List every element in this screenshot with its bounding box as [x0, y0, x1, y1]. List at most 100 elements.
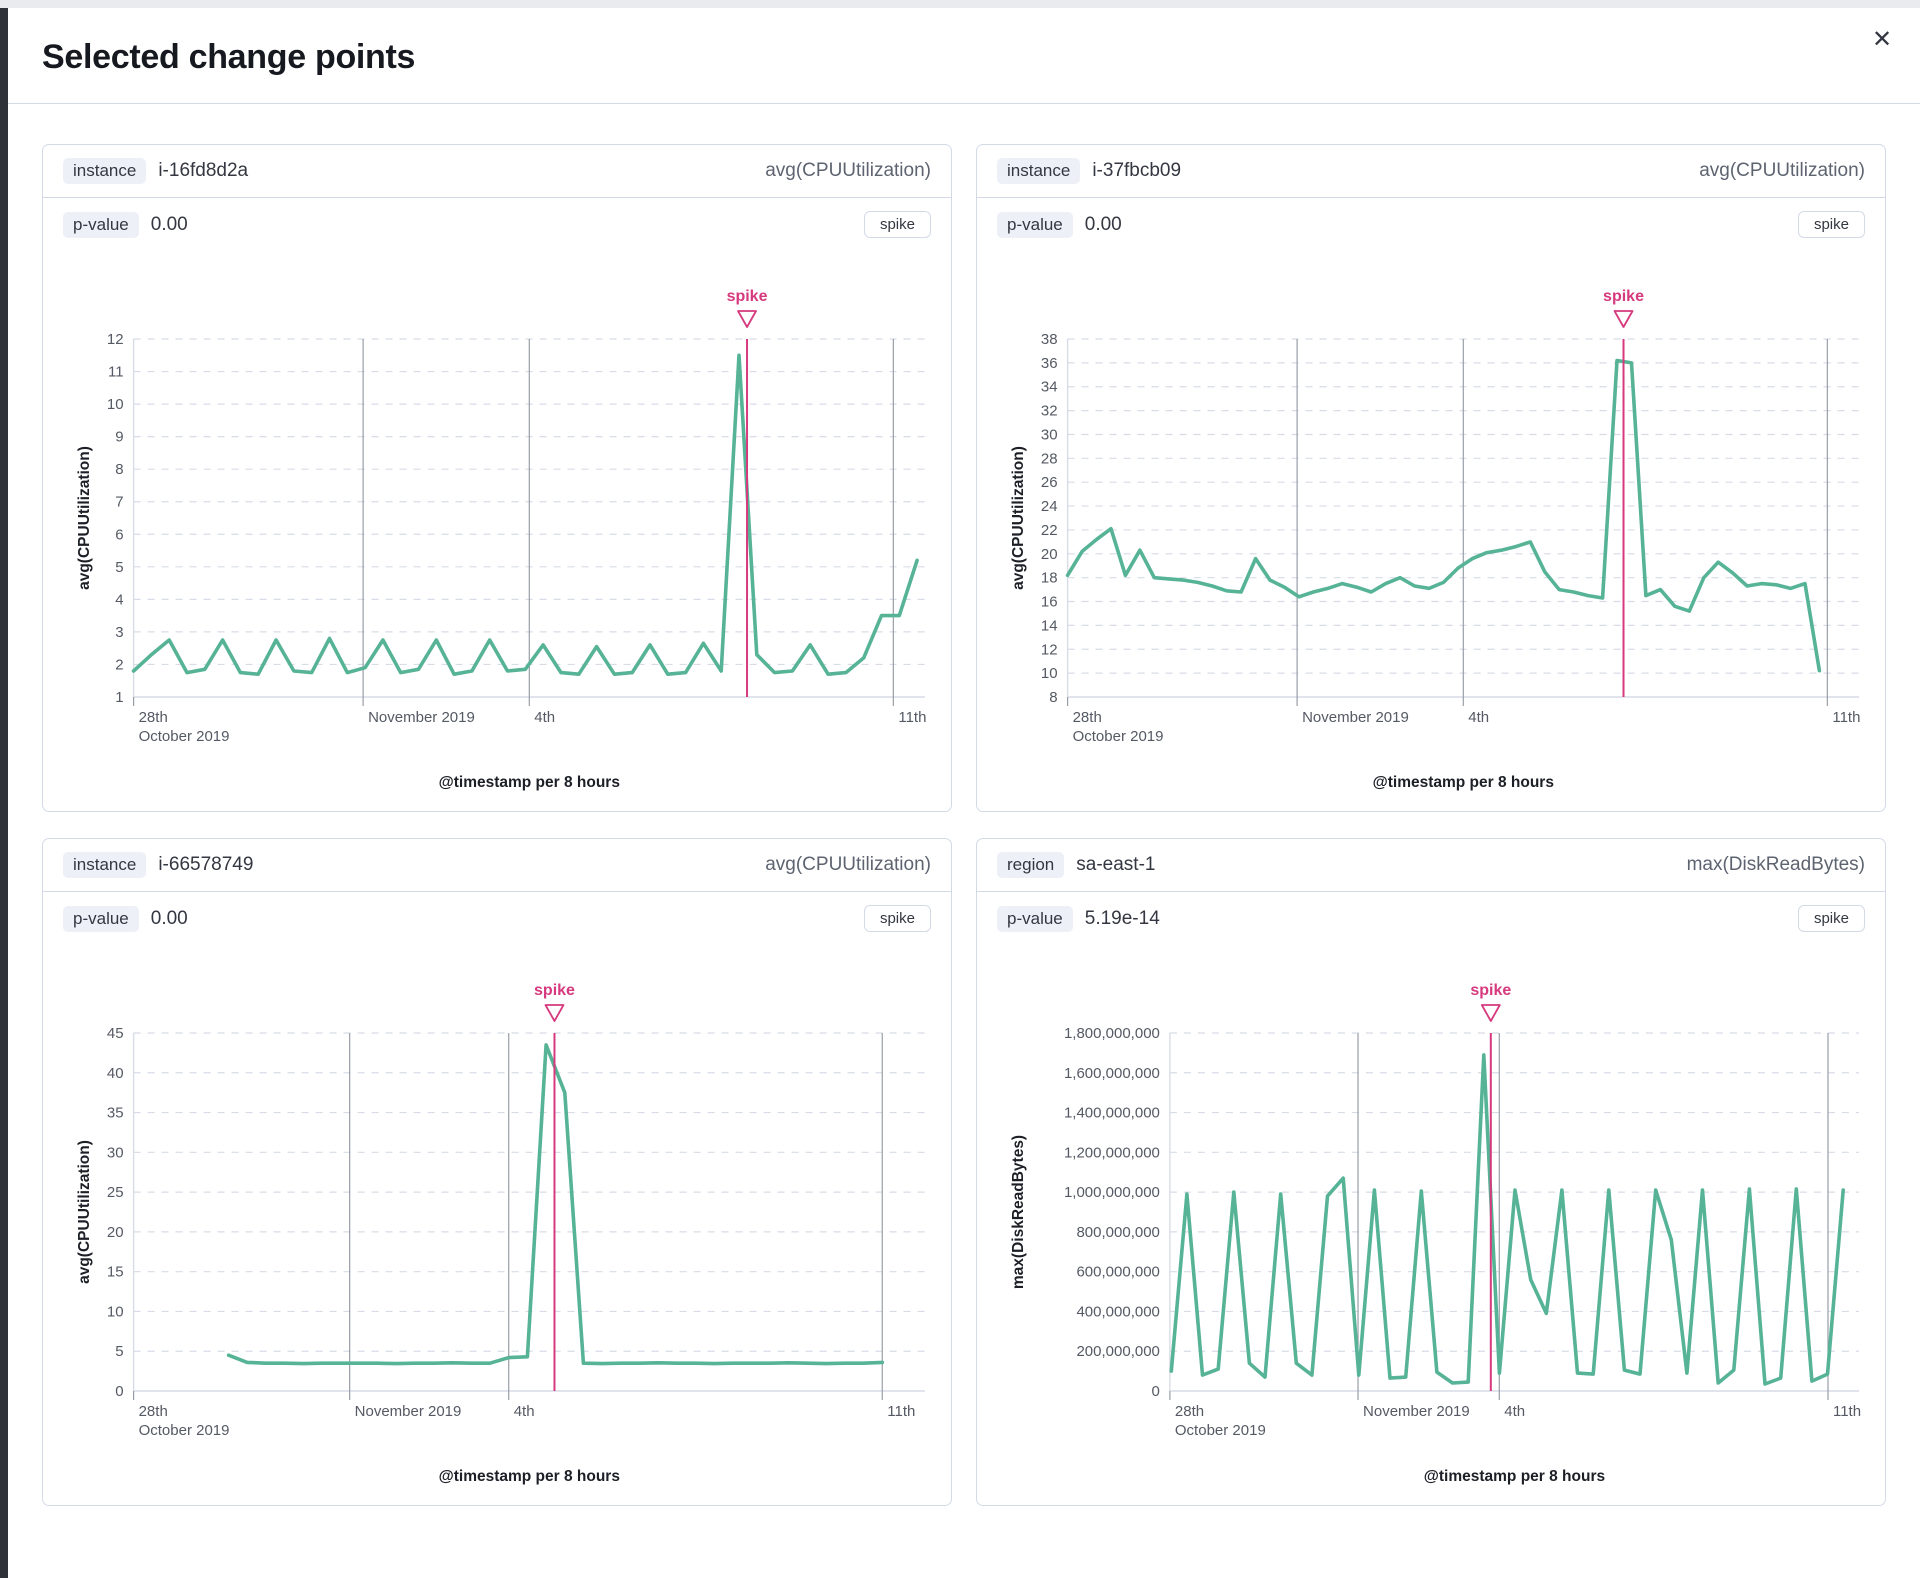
metric-label: avg(CPUUtilization) — [765, 854, 931, 875]
svg-text:November 2019: November 2019 — [355, 1403, 462, 1420]
svg-text:spike: spike — [727, 288, 768, 305]
svg-text:5: 5 — [115, 1343, 123, 1360]
svg-text:45: 45 — [107, 1025, 124, 1042]
svg-text:3: 3 — [115, 624, 123, 641]
pvalue-value: 0.00 — [1084, 213, 1122, 235]
change-point-panel: instance i-16fd8d2a avg(CPUUtilization) … — [42, 144, 952, 812]
svg-text:8: 8 — [115, 461, 123, 478]
svg-text:26: 26 — [1041, 474, 1058, 491]
svg-text:max(DiskReadBytes): max(DiskReadBytes) — [1010, 1135, 1027, 1289]
svg-text:200,000,000: 200,000,000 — [1076, 1343, 1159, 1360]
field-value: i-37fbcb09 — [1092, 160, 1182, 181]
pvalue-badge: p-value — [63, 211, 139, 238]
change-type-badge[interactable]: spike — [1797, 905, 1865, 932]
change-type-badge[interactable]: spike — [863, 905, 931, 932]
svg-text:11th: 11th — [1833, 1403, 1861, 1420]
pvalue-badge: p-value — [997, 905, 1073, 932]
svg-text:15: 15 — [107, 1264, 124, 1281]
svg-text:11th: 11th — [1832, 709, 1860, 726]
svg-text:11: 11 — [108, 364, 124, 381]
svg-text:November 2019: November 2019 — [368, 709, 475, 726]
svg-text:7: 7 — [115, 494, 123, 511]
svg-text:4th: 4th — [1504, 1403, 1525, 1420]
svg-text:2: 2 — [115, 656, 123, 673]
pvalue-value: 0.00 — [150, 907, 188, 929]
svg-text:11th: 11th — [898, 709, 926, 726]
change-point-chart: 0 5 10 15 20 25 30 35 40 45 28th October 2019 Novemb… — [76, 982, 925, 1485]
svg-text:October 2019: October 2019 — [1175, 1422, 1266, 1439]
chart-container: 1 2 3 4 5 6 7 8 9 10 11 12 28th October 2019 November … — [43, 251, 951, 811]
svg-text:1,000,000,000: 1,000,000,000 — [1064, 1184, 1160, 1201]
svg-text:32: 32 — [1041, 403, 1058, 420]
change-points-grid: instance i-16fd8d2a avg(CPUUtilization) … — [8, 104, 1920, 1546]
change-type-badge[interactable]: spike — [863, 211, 931, 238]
svg-text:16: 16 — [1041, 594, 1058, 611]
svg-text:38: 38 — [1041, 331, 1058, 348]
svg-text:6: 6 — [115, 526, 123, 543]
svg-text:8: 8 — [1049, 689, 1057, 706]
svg-text:400,000,000: 400,000,000 — [1076, 1303, 1159, 1320]
panel-header-row: instance i-66578749 avg(CPUUtilization) — [43, 839, 951, 892]
change-point-panel: region sa-east-1 max(DiskReadBytes) p-va… — [976, 838, 1886, 1506]
svg-text:spike: spike — [1603, 288, 1644, 305]
svg-text:1,400,000,000: 1,400,000,000 — [1064, 1105, 1160, 1122]
svg-text:20: 20 — [1041, 546, 1058, 563]
field-value: i-16fd8d2a — [158, 160, 249, 181]
svg-text:800,000,000: 800,000,000 — [1076, 1224, 1159, 1241]
panel-pvalue-row: p-value 5.19e-14 spike — [977, 892, 1885, 945]
panel-header-row: region sa-east-1 max(DiskReadBytes) — [977, 839, 1885, 892]
change-points-modal: Selected change points ✕ instance i-16fd… — [8, 8, 1920, 1578]
svg-text:40: 40 — [107, 1065, 124, 1082]
svg-text:20: 20 — [107, 1224, 124, 1241]
svg-text:10: 10 — [1041, 665, 1058, 682]
svg-text:0: 0 — [115, 1383, 123, 1400]
svg-text:5: 5 — [115, 559, 123, 576]
svg-text:November 2019: November 2019 — [1302, 709, 1409, 726]
svg-text:@timestamp per 8 hours: @timestamp per 8 hours — [439, 774, 620, 791]
svg-text:November 2019: November 2019 — [1363, 1403, 1470, 1420]
svg-text:1,600,000,000: 1,600,000,000 — [1064, 1065, 1160, 1082]
svg-text:4th: 4th — [514, 1403, 535, 1420]
svg-text:1,200,000,000: 1,200,000,000 — [1064, 1144, 1160, 1161]
panel-pvalue-row: p-value 0.00 spike — [43, 892, 951, 945]
svg-text:25: 25 — [107, 1184, 124, 1201]
metric-label: avg(CPUUtilization) — [1699, 160, 1865, 181]
metric-label: max(DiskReadBytes) — [1686, 854, 1865, 875]
panel-pvalue-row: p-value 0.00 spike — [977, 198, 1885, 251]
field-name-badge: instance — [63, 158, 147, 184]
field-name-badge: instance — [63, 852, 147, 878]
chart-container: 0 5 10 15 20 25 30 35 40 45 28th October 2019 Novemb… — [43, 945, 951, 1505]
svg-text:4th: 4th — [534, 709, 555, 726]
metric-label: avg(CPUUtilization) — [765, 160, 931, 181]
chart-container: 8 10 12 14 16 18 20 22 24 26 28 30 32 34 36 38 28th Octob… — [977, 251, 1885, 811]
svg-text:1,800,000,000: 1,800,000,000 — [1064, 1025, 1160, 1042]
svg-text:@timestamp per 8 hours: @timestamp per 8 hours — [1373, 774, 1554, 791]
svg-text:avg(CPUUtilization): avg(CPUUtilization) — [76, 446, 93, 590]
svg-text:spike: spike — [1470, 982, 1511, 999]
svg-text:22: 22 — [1041, 522, 1058, 539]
field-value: i-66578749 — [158, 854, 254, 875]
change-point-chart: 0 200,000,000 400,000,000 600,000,000 800,00… — [1010, 982, 1861, 1485]
svg-text:24: 24 — [1041, 498, 1058, 515]
svg-text:36: 36 — [1041, 355, 1058, 372]
svg-text:28th: 28th — [139, 709, 168, 726]
modal-title: Selected change points — [42, 38, 416, 76]
change-point-panel: instance i-37fbcb09 avg(CPUUtilization) … — [976, 144, 1886, 812]
pvalue-badge: p-value — [63, 905, 139, 932]
svg-text:10: 10 — [107, 396, 124, 413]
svg-text:4: 4 — [115, 591, 123, 608]
svg-text:18: 18 — [1041, 570, 1058, 587]
background-page-left-strip — [0, 8, 8, 1578]
svg-text:28th: 28th — [1073, 709, 1102, 726]
field-value: sa-east-1 — [1076, 854, 1156, 875]
change-point-chart: 8 10 12 14 16 18 20 22 24 26 28 30 32 34 36 38 28th Octob… — [1010, 288, 1860, 791]
change-type-badge[interactable]: spike — [1797, 211, 1865, 238]
panel-header-row: instance i-37fbcb09 avg(CPUUtilization) — [977, 145, 1885, 198]
panel-pvalue-row: p-value 0.00 spike — [43, 198, 951, 251]
svg-text:28: 28 — [1041, 450, 1058, 467]
field-name-badge: instance — [997, 158, 1081, 184]
close-icon[interactable]: ✕ — [1862, 20, 1902, 60]
modal-header: Selected change points ✕ — [8, 8, 1920, 104]
svg-text:34: 34 — [1041, 379, 1058, 396]
